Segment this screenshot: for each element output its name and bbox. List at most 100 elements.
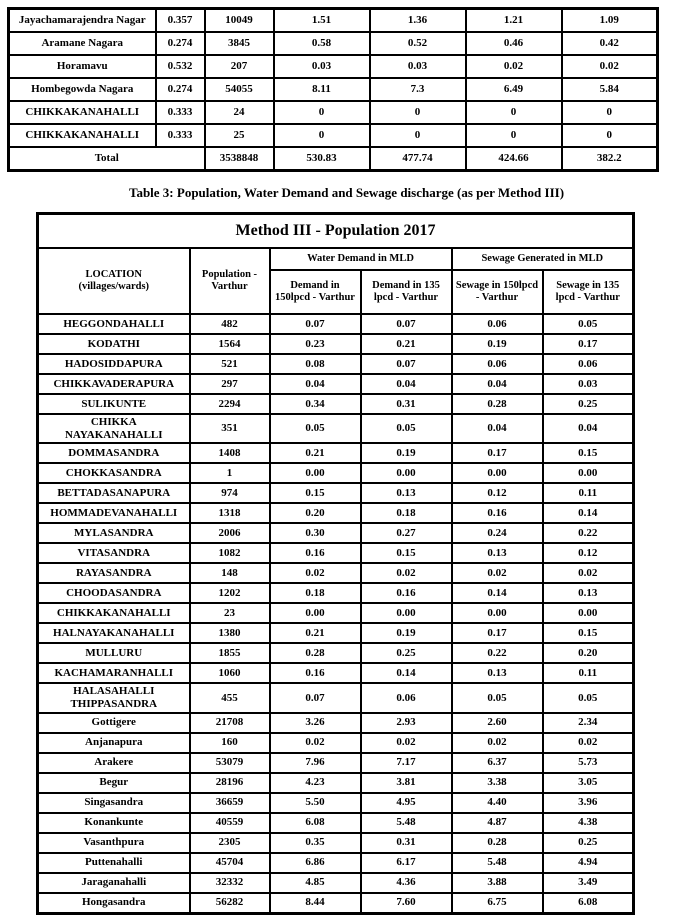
- s150-cell: 0.46: [464, 31, 563, 56]
- name-cell: HOMMADEVANAHALLI: [36, 502, 191, 525]
- table-row: CHIKKAKANAHALLI 23 0.00 0.00 0.00 0.00: [36, 602, 635, 625]
- name-cell: Gottigere: [36, 711, 191, 734]
- table-continuation-footer: Total 3538848 530.83 477.74 424.66 382.2: [7, 146, 659, 172]
- population-cell: 25: [203, 123, 275, 148]
- d150-cell: 0.00: [268, 462, 362, 485]
- s150-cell: 0.02: [464, 54, 563, 79]
- d135-cell: 0: [368, 100, 467, 125]
- population-cell: 28196: [188, 771, 271, 794]
- s135-cell: 0.20: [541, 642, 635, 665]
- s150-cell: 3.88: [450, 871, 544, 894]
- s150-cell: 0: [464, 100, 563, 125]
- d135-cell: 0.05: [359, 412, 453, 445]
- d135-cell: 0.31: [359, 831, 453, 854]
- d150-cell: 6.86: [268, 851, 362, 874]
- table-row: Konankunte 40559 6.08 5.48 4.87 4.38: [36, 811, 635, 834]
- name-cell: Hongasandra: [36, 891, 191, 915]
- population-cell: 2305: [188, 831, 271, 854]
- table-row: HEGGONDAHALLI 482 0.07 0.07 0.06 0.05: [36, 313, 635, 335]
- name-cell: Jayachamarajendra Nagar: [7, 7, 157, 33]
- rate-cell: 0.357: [154, 7, 206, 33]
- population-cell: 23: [188, 602, 271, 625]
- s135-cell: 0.11: [541, 482, 635, 505]
- table-row: KODATHI 1564 0.23 0.21 0.19 0.17: [36, 333, 635, 355]
- total-row: Total 3538848 530.83 477.74 424.66 382.2: [7, 146, 659, 172]
- d150-cell: 0.18: [268, 582, 362, 605]
- s135-cell: 0.04: [541, 412, 635, 445]
- population-cell: 56282: [188, 891, 271, 915]
- population-cell: 24: [203, 100, 275, 125]
- name-cell: CHIKKAVADERAPURA: [36, 373, 191, 395]
- d150-cell: 0.16: [268, 542, 362, 565]
- s150-cell: 0.28: [450, 831, 544, 854]
- table-row: Gottigere 21708 3.26 2.93 2.60 2.34: [36, 711, 635, 734]
- s135-cell: 6.08: [541, 891, 635, 915]
- table-row: RAYASANDRA 148 0.02 0.02 0.02 0.02: [36, 562, 635, 585]
- table-row: CHIKKA NAYAKANAHALLI 351 0.05 0.05 0.04 0.04: [36, 412, 635, 445]
- population-cell: 2006: [188, 522, 271, 545]
- table-row: Puttenahalli 45704 6.86 6.17 5.48 4.94: [36, 851, 635, 874]
- s150-cell: 0: [464, 123, 563, 148]
- d150-cell: 0.04: [268, 373, 362, 395]
- header-sewage-150: Sewage in 150lpcd - Varthur: [450, 269, 544, 315]
- table-row: Singasandra 36659 5.50 4.95 4.40 3.96: [36, 791, 635, 814]
- s150-cell: 0.02: [450, 731, 544, 754]
- d150-cell: 0.02: [268, 731, 362, 754]
- header-water-demand-group: Water Demand in MLD: [268, 247, 453, 271]
- s135-cell: 1.09: [560, 7, 659, 33]
- population-cell: 148: [188, 562, 271, 585]
- name-cell: CHIKKA NAYAKANAHALLI: [36, 412, 191, 445]
- table-row: Anjanapura 160 0.02 0.02 0.02 0.02: [36, 731, 635, 754]
- s150-cell: 0.19: [450, 333, 544, 355]
- name-cell: MYLASANDRA: [36, 522, 191, 545]
- name-cell: HALNAYAKANAHALLI: [36, 622, 191, 645]
- s150-cell: 0.00: [450, 602, 544, 625]
- d135-cell: 0.07: [359, 313, 453, 335]
- s150-cell: 0.02: [450, 562, 544, 585]
- rate-cell: 0.532: [154, 54, 206, 79]
- name-cell: VITASANDRA: [36, 542, 191, 565]
- name-cell: CHIKKAKANAHALLI: [7, 123, 157, 148]
- table-row: Hombegowda Nagara 0.274 54055 8.11 7.3 6.49 5.…: [7, 77, 659, 102]
- table-row: Hongasandra 56282 8.44 7.60 6.75 6.08: [36, 891, 635, 915]
- d135-cell: 1.36: [368, 7, 467, 33]
- s150-cell: 4.40: [450, 791, 544, 814]
- name-cell: SULIKUNTE: [36, 393, 191, 415]
- s135-cell: 0.05: [541, 313, 635, 335]
- d150-cell: 0.23: [268, 333, 362, 355]
- s135-cell: 0.00: [541, 602, 635, 625]
- s150-cell: 3.38: [450, 771, 544, 794]
- d150-cell: 0.08: [268, 353, 362, 375]
- population-cell: 1564: [188, 333, 271, 355]
- s150-cell: 0.17: [450, 442, 544, 465]
- name-cell: Konankunte: [36, 811, 191, 834]
- population-cell: 36659: [188, 791, 271, 814]
- rate-cell: 0.274: [154, 31, 206, 56]
- rate-cell: 0.333: [154, 123, 206, 148]
- s135-cell: 0.11: [541, 662, 635, 685]
- header-population: Population - Varthur: [188, 247, 271, 315]
- s135-cell: 0.22: [541, 522, 635, 545]
- header-location-line2: (villages/wards): [78, 281, 150, 292]
- table-row: CHIKKAVADERAPURA 297 0.04 0.04 0.04 0.03: [36, 373, 635, 395]
- d135-cell: 0.21: [359, 333, 453, 355]
- d150-cell: 0.15: [268, 482, 362, 505]
- name-cell: CHOODASANDRA: [36, 582, 191, 605]
- table-method3-title: Method III - Population 2017: [36, 212, 635, 249]
- d150-cell: 0: [272, 100, 371, 125]
- name-cell: BETTADASANAPURA: [36, 482, 191, 505]
- sub-header-row: Demand in 150lpcd - Varthur Demand in 13…: [38, 269, 635, 315]
- s135-cell: 0.25: [541, 831, 635, 854]
- name-cell: CHIKKAKANAHALLI: [7, 100, 157, 125]
- table-row: CHOKKASANDRA 1 0.00 0.00 0.00 0.00: [36, 462, 635, 485]
- s150-cell: 5.48: [450, 851, 544, 874]
- d150-cell: 1.51: [272, 7, 371, 33]
- d150-cell: 6.08: [268, 811, 362, 834]
- s135-cell: 3.96: [541, 791, 635, 814]
- rate-cell: 0.333: [154, 100, 206, 125]
- s150-cell: 0.06: [450, 313, 544, 335]
- header-demand-135: Demand in 135 lpcd - Varthur: [359, 269, 453, 315]
- s135-cell: 0.05: [541, 682, 635, 714]
- s150-cell: 0.17: [450, 622, 544, 645]
- d150-cell: 0.35: [268, 831, 362, 854]
